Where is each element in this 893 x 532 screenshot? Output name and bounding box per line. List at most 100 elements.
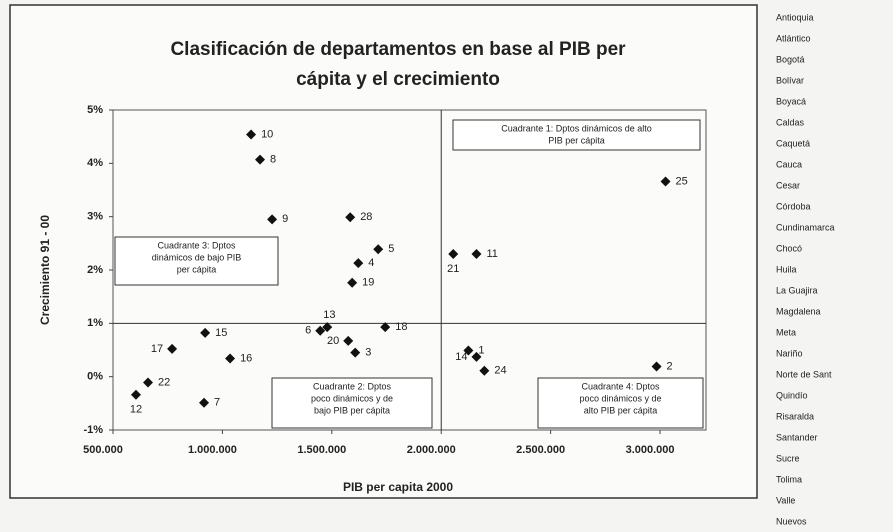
y-tick-label: 5%: [87, 104, 103, 116]
side-list-item: Boyacá: [776, 96, 806, 106]
point: [167, 343, 178, 354]
point-label: 17: [151, 343, 163, 355]
y-tick-label: -1%: [83, 424, 103, 436]
point-label: 16: [240, 352, 252, 364]
side-list-item: Córdoba: [776, 201, 811, 211]
x-tick-label: 2.000.000: [407, 444, 456, 456]
side-list-item: Sucre: [776, 453, 800, 463]
point: [267, 214, 278, 225]
quadrant-box: [271, 377, 433, 429]
point: [246, 129, 257, 140]
point: [347, 277, 358, 288]
point: [353, 258, 364, 269]
point-label: 18: [395, 321, 407, 333]
y-tick-label: 2%: [87, 264, 103, 276]
point-label: 21: [447, 263, 459, 275]
side-list-item: Valle: [776, 495, 795, 505]
point: [660, 176, 671, 187]
chart-title: Clasificación de departamentos en base a…: [170, 39, 626, 60]
quadrant-text: poco dinámicos y de: [579, 393, 661, 403]
point: [448, 249, 459, 259]
point-label: 24: [494, 365, 506, 377]
point: [322, 322, 333, 333]
point-label: 2: [667, 360, 673, 372]
chart-title: cápita y el crecimiento: [296, 69, 500, 90]
quadrant-text: per cápita: [177, 264, 217, 274]
side-list-item: Cesar: [776, 180, 800, 190]
side-list-item: Chocó: [776, 243, 802, 253]
y-tick-label: 4%: [87, 157, 103, 169]
side-list-item: Caldas: [776, 117, 805, 127]
quadrant-text: PIB per cápita: [548, 135, 605, 145]
side-list-item: Meta: [776, 327, 796, 337]
point: [479, 365, 490, 376]
x-tick-label: 3.000.000: [626, 444, 675, 456]
point: [255, 154, 266, 165]
side-list-item: Atlántico: [776, 33, 811, 43]
point-label: 22: [158, 376, 170, 388]
point-label: 15: [215, 327, 227, 339]
point-label: 7: [214, 397, 220, 409]
side-list-item: Nuevos: [776, 516, 807, 526]
side-list-item: Risaralda: [776, 411, 814, 421]
side-list-item: Tolima: [776, 474, 802, 484]
quadrant-text: alto PIB per cápita: [584, 405, 658, 415]
quadrant-box: [114, 236, 279, 286]
point-label: 28: [360, 211, 372, 223]
point: [471, 249, 482, 259]
side-list-item: Bogotá: [776, 54, 805, 64]
side-list-item: Huila: [776, 264, 797, 274]
quadrant-text: bajo PIB per cápita: [314, 405, 390, 415]
point-label: 6: [305, 325, 311, 337]
point-label: 13: [323, 309, 335, 321]
point: [463, 345, 474, 356]
point-label: 25: [676, 175, 688, 187]
point: [350, 347, 361, 358]
quadrant-text: dinámicos de bajo PIB: [152, 252, 242, 262]
point: [345, 212, 356, 223]
side-list-item: Caquetá: [776, 138, 810, 148]
point: [315, 325, 326, 336]
point-label: 20: [327, 335, 339, 347]
x-tick-label: 1.000.000: [188, 444, 237, 456]
side-list-item: La Guajira: [776, 285, 818, 295]
y-tick-label: 1%: [87, 317, 103, 329]
quadrant-text: Cuadrante 3: Dptos: [157, 240, 236, 250]
x-tick-label: 2.500.000: [516, 444, 565, 456]
side-list-item: Antioquia: [776, 12, 814, 22]
point: [225, 353, 236, 364]
point-label: 10: [261, 128, 273, 140]
point-label: 19: [362, 277, 374, 289]
x-tick-label: 1.500.000: [297, 444, 346, 456]
point: [471, 351, 482, 362]
y-tick-label: 3%: [87, 211, 103, 223]
point: [380, 322, 391, 333]
y-axis-label: Crecimiento 91 - 00: [38, 215, 52, 325]
point-label: 12: [130, 404, 142, 416]
x-axis-label: PIB per capita 2000: [343, 480, 453, 494]
point: [373, 244, 384, 255]
quadrant-text: Cuadrante 1: Dptos dinámicos de alto: [501, 123, 652, 133]
point: [651, 361, 662, 372]
side-list-item: Norte de Sant: [776, 369, 832, 379]
side-list-item: Santander: [776, 432, 818, 442]
point: [143, 377, 154, 388]
side-list-item: Bolívar: [776, 75, 804, 85]
quadrant-text: Cuadrante 4: Dptos: [581, 381, 660, 391]
point: [343, 335, 354, 346]
point: [200, 327, 211, 338]
point-label: 3: [365, 347, 371, 359]
point-label: 11: [486, 248, 497, 260]
quadrant-box: [452, 119, 701, 151]
point: [199, 397, 210, 408]
quadrant-box: [537, 377, 704, 429]
point-label: 9: [282, 213, 288, 225]
x-tick-label: 500.000: [83, 444, 123, 456]
point-label: 14: [455, 351, 467, 363]
quadrant-text: poco dinámicos y de: [311, 393, 393, 403]
point-label: 1: [478, 344, 484, 356]
side-list-item: Nariño: [776, 348, 803, 358]
point-label: 5: [388, 243, 394, 255]
